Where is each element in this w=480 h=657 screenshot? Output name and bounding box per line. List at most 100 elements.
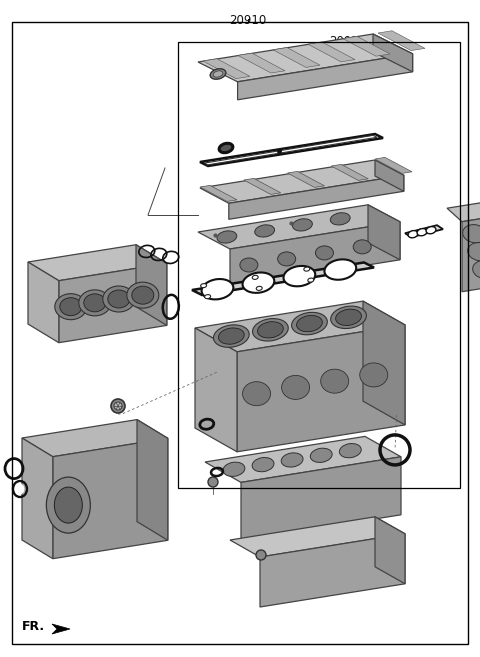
Polygon shape [375, 158, 412, 173]
Ellipse shape [256, 286, 262, 290]
Polygon shape [363, 301, 405, 425]
Polygon shape [137, 420, 168, 540]
Ellipse shape [297, 315, 323, 332]
Ellipse shape [292, 312, 327, 335]
Ellipse shape [60, 298, 82, 315]
Ellipse shape [55, 294, 87, 320]
Polygon shape [273, 47, 320, 68]
Ellipse shape [324, 260, 356, 280]
Polygon shape [238, 54, 413, 100]
Ellipse shape [473, 261, 480, 279]
Ellipse shape [331, 306, 366, 328]
Polygon shape [52, 624, 70, 634]
Ellipse shape [217, 231, 237, 243]
Ellipse shape [114, 402, 122, 410]
Ellipse shape [252, 275, 258, 279]
Polygon shape [59, 263, 167, 343]
Ellipse shape [127, 282, 159, 308]
Ellipse shape [218, 328, 244, 344]
Polygon shape [28, 262, 59, 343]
Polygon shape [241, 457, 401, 541]
Ellipse shape [223, 462, 245, 476]
Polygon shape [229, 175, 404, 219]
Polygon shape [198, 34, 413, 82]
Ellipse shape [111, 399, 125, 413]
Polygon shape [308, 42, 355, 62]
Polygon shape [198, 205, 400, 249]
Polygon shape [28, 244, 167, 281]
Polygon shape [230, 517, 405, 557]
Ellipse shape [79, 290, 111, 316]
Polygon shape [373, 34, 413, 72]
Ellipse shape [310, 448, 332, 463]
Polygon shape [200, 160, 404, 203]
Polygon shape [405, 225, 443, 237]
Polygon shape [343, 36, 390, 57]
Polygon shape [237, 325, 405, 452]
Polygon shape [375, 517, 405, 584]
Ellipse shape [84, 294, 106, 312]
Polygon shape [238, 53, 285, 73]
Ellipse shape [240, 258, 258, 272]
Ellipse shape [281, 453, 303, 467]
Text: FR.: FR. [22, 620, 45, 633]
Polygon shape [192, 263, 374, 295]
Ellipse shape [213, 71, 223, 77]
Polygon shape [331, 164, 368, 181]
Polygon shape [22, 420, 168, 457]
Polygon shape [200, 185, 237, 202]
Ellipse shape [242, 273, 274, 293]
Polygon shape [136, 244, 167, 325]
Polygon shape [230, 222, 400, 287]
Ellipse shape [330, 213, 350, 225]
Ellipse shape [210, 69, 226, 79]
Ellipse shape [219, 143, 233, 152]
Ellipse shape [132, 286, 154, 304]
Polygon shape [203, 58, 250, 79]
Text: 20920: 20920 [329, 35, 367, 48]
Ellipse shape [292, 219, 312, 231]
Ellipse shape [257, 322, 283, 338]
Ellipse shape [256, 550, 266, 560]
Ellipse shape [242, 382, 271, 405]
Polygon shape [368, 205, 400, 260]
Ellipse shape [252, 319, 288, 341]
Ellipse shape [47, 477, 90, 533]
Ellipse shape [214, 325, 249, 348]
Bar [178, 42, 460, 488]
Polygon shape [205, 436, 401, 482]
Ellipse shape [304, 267, 310, 271]
Ellipse shape [426, 227, 436, 234]
Polygon shape [53, 438, 168, 558]
Ellipse shape [360, 363, 388, 387]
Polygon shape [195, 328, 237, 452]
Ellipse shape [252, 457, 274, 472]
Ellipse shape [353, 240, 371, 254]
Ellipse shape [336, 309, 361, 325]
Ellipse shape [463, 225, 480, 243]
Polygon shape [462, 215, 480, 292]
Polygon shape [288, 171, 324, 187]
Ellipse shape [308, 278, 314, 282]
Ellipse shape [108, 290, 130, 308]
Polygon shape [260, 533, 405, 607]
Polygon shape [195, 301, 405, 351]
Ellipse shape [468, 242, 480, 261]
Polygon shape [244, 179, 281, 194]
Ellipse shape [16, 484, 24, 494]
Polygon shape [447, 202, 480, 221]
Ellipse shape [208, 477, 218, 487]
Ellipse shape [201, 284, 206, 288]
Polygon shape [378, 31, 425, 51]
Ellipse shape [204, 294, 211, 299]
Ellipse shape [277, 252, 296, 266]
Ellipse shape [103, 286, 135, 312]
Ellipse shape [255, 225, 275, 237]
Ellipse shape [54, 487, 83, 523]
Ellipse shape [9, 463, 19, 474]
Polygon shape [375, 160, 404, 191]
Text: 20910: 20910 [229, 14, 266, 27]
Ellipse shape [202, 279, 233, 300]
Ellipse shape [417, 229, 427, 236]
Ellipse shape [321, 369, 348, 393]
